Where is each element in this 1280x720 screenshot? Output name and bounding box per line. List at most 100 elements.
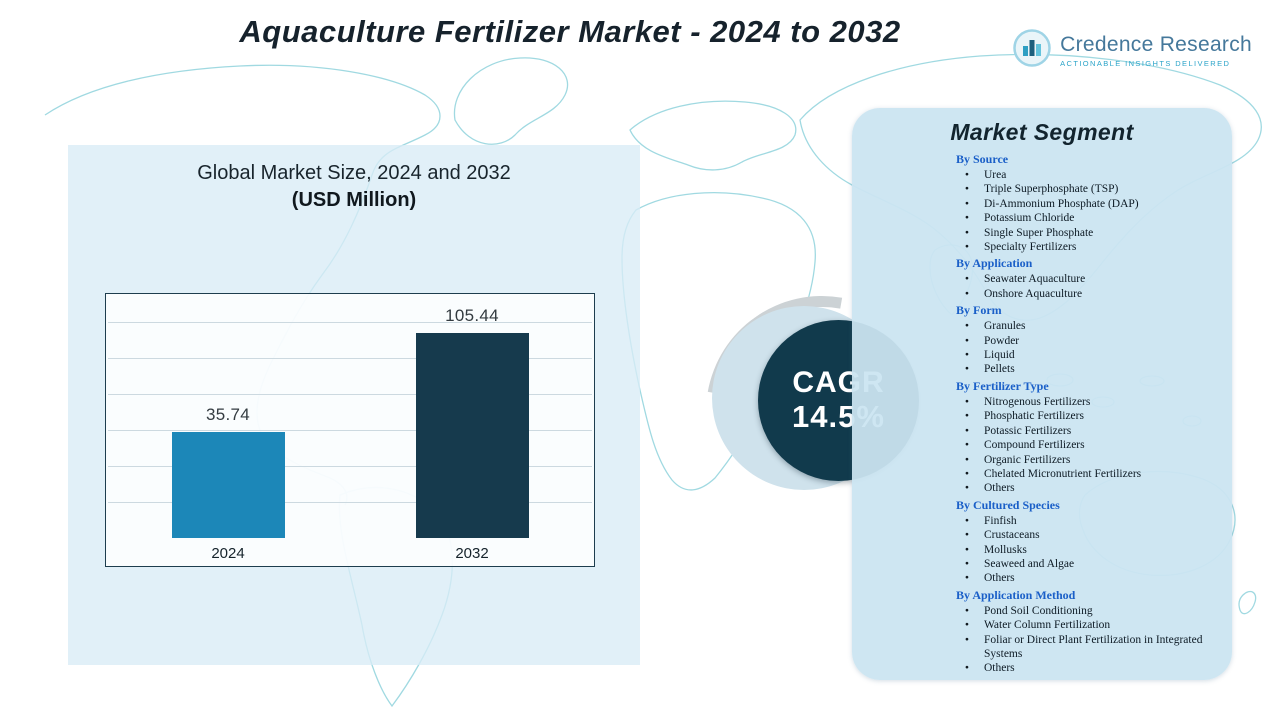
bullet-icon: ● — [965, 185, 969, 193]
bullet-icon: ● — [965, 664, 969, 672]
bullet-icon: ● — [965, 243, 969, 251]
segment-item-label: Nitrogenous Fertilizers — [984, 395, 1091, 408]
segment-item-label: Onshore Aquaculture — [984, 287, 1083, 300]
segment-item: ● Liquid — [956, 348, 1220, 362]
segment-item: ● Compound Fertilizers — [956, 438, 1220, 452]
segment-item: ● Potassic Fertilizers — [956, 424, 1220, 438]
bar-group: 35.74 2024 — [171, 294, 285, 566]
chart-subtitle: Global Market Size, 2024 and 2032 — [197, 162, 511, 184]
segment-item: ● Pond Soil Conditioning — [956, 604, 1220, 618]
gridline — [108, 430, 592, 431]
segment-item-label: Single Super Phosphate — [984, 226, 1094, 239]
segment-item: ● Chelated Micronutrient Fertilizers — [956, 467, 1220, 481]
segment-item-label: Phosphatic Fertilizers — [984, 410, 1084, 423]
page-title: Aquaculture Fertilizer Market - 2024 to … — [239, 14, 901, 49]
bar — [415, 333, 529, 538]
map-greenland — [453, 57, 569, 145]
segment-item-label: Finfish — [984, 514, 1017, 527]
gridline — [108, 466, 592, 467]
segment-item-label: Others — [984, 482, 1015, 495]
segment-group-heading: By Form — [956, 303, 1002, 318]
segment-item-label: Specialty Fertilizers — [984, 241, 1077, 254]
segment-item: ● Single Super Phosphate — [956, 226, 1220, 240]
bullet-icon: ● — [965, 516, 969, 524]
bullet-icon: ● — [965, 574, 969, 582]
bar — [171, 432, 285, 538]
segment-item-label: Water Column Fertilization — [984, 619, 1111, 632]
segment-item: ● Triple Superphosphate (TSP) — [956, 182, 1220, 196]
segment-item: ● Foliar or Direct Plant Fertilization in… — [956, 633, 1220, 662]
segment-item: ● Powder — [956, 334, 1220, 348]
bullet-icon: ● — [965, 559, 969, 567]
segment-item-label: Pellets — [984, 363, 1015, 376]
segment-item: ● Finfish — [956, 514, 1220, 528]
segment-group: By Form ● Granules ● Powder ● Liquid ● Pellets — [956, 303, 1220, 377]
segment-item-label: Di-Ammonium Phosphate (DAP) — [984, 197, 1139, 210]
segment-item-label: Granules — [984, 320, 1026, 333]
bullet-icon: ● — [965, 228, 969, 236]
segment-item-label: Triple Superphosphate (TSP) — [984, 183, 1119, 196]
bullet-icon: ● — [965, 199, 969, 207]
segment-item-label: Mollusks — [984, 543, 1027, 556]
bullet-icon: ● — [965, 275, 969, 283]
bar-value-label: 105.44 — [445, 306, 499, 325]
segment-groups: By Source ● Urea ● Triple Superphosphate (T… — [852, 146, 1232, 676]
segment-item-label: Liquid — [984, 349, 1015, 362]
bullet-icon: ● — [965, 469, 969, 477]
bullet-icon: ● — [965, 426, 969, 434]
segment-item: ● Others — [956, 571, 1220, 585]
bullet-icon: ● — [965, 545, 969, 553]
bullet-icon: ● — [965, 336, 969, 344]
credence-logo-icon — [1012, 28, 1052, 73]
gridline — [108, 358, 592, 359]
segment-group: By Source ● Urea ● Triple Superphosphate (T… — [956, 152, 1220, 254]
segment-items: ● Seawater Aquaculture ● Onshore Aquacultur… — [956, 272, 1220, 301]
segment-item: ● Urea — [956, 168, 1220, 182]
bullet-icon: ● — [965, 441, 969, 449]
segment-item-label: Crustaceans — [984, 529, 1040, 542]
bullet-icon: ● — [965, 484, 969, 492]
brand-tagline: Actionable Insights Delivered — [1060, 59, 1231, 68]
segment-group-heading: By Source — [956, 152, 1009, 166]
segment-group-heading: By Application Method — [956, 587, 1076, 602]
bullet-icon: ● — [965, 621, 969, 629]
bar-value-label: 35.74 — [205, 405, 251, 424]
market-size-panel: Global Market Size, 2024 and 2032 (USD M… — [68, 145, 640, 665]
bar-category-label: 2032 — [455, 544, 489, 562]
segment-item: ● Others — [956, 481, 1220, 495]
segment-item-label: Chelated Micronutrient Fertilizers — [984, 467, 1142, 480]
map-europe — [629, 100, 797, 171]
segment-items: ● Finfish ● Crustaceans ● Mollusks ● Seaweed an… — [956, 514, 1220, 586]
segment-item-label: Powder — [984, 334, 1020, 347]
brand-logo: Credence Research Actionable Insights De… — [1012, 28, 1252, 73]
segment-panel-title: Market Segment — [950, 119, 1134, 145]
segment-item: ● Granules — [956, 319, 1220, 333]
gridline — [108, 394, 592, 395]
segment-item-label: Organic Fertilizers — [984, 453, 1071, 466]
bullet-icon: ● — [965, 351, 969, 359]
bar-plot: 35.74 2024 105.44 2032 — [106, 294, 594, 566]
segment-item: ● Seaweed and Algae — [956, 557, 1220, 571]
segment-items: ● Urea ● Triple Superphosphate (TSP) ● Di-Amm… — [956, 168, 1220, 254]
bullet-icon: ● — [965, 606, 969, 614]
segment-items: ● Granules ● Powder ● Liquid ● Pellets — [956, 319, 1220, 377]
segment-item-label: Urea — [984, 169, 1007, 181]
bar-category-label: 2024 — [211, 544, 245, 562]
bullet-icon: ● — [965, 531, 969, 539]
segment-item-label: Potassium Chloride — [984, 212, 1075, 225]
bullet-icon: ● — [965, 455, 969, 463]
segment-item-label: Foliar or Direct Plant Fertilization in … — [984, 633, 1203, 660]
segment-item: ● Mollusks — [956, 543, 1220, 557]
bullet-icon: ● — [965, 397, 969, 405]
bar-group: 105.44 2032 — [415, 294, 529, 566]
bullet-icon: ● — [965, 322, 969, 330]
bullet-icon: ● — [965, 412, 969, 420]
segment-item: ● Di-Ammonium Phosphate (DAP) — [956, 197, 1220, 211]
bar-chart: 35.74 2024 105.44 2032 — [105, 293, 595, 567]
segment-item: ● Nitrogenous Fertilizers — [956, 395, 1220, 409]
segment-item: ● Phosphatic Fertilizers — [956, 409, 1220, 423]
segment-item: ● Seawater Aquaculture — [956, 272, 1220, 286]
segment-item: ● Organic Fertilizers — [956, 453, 1220, 467]
segment-item-label: Pond Soil Conditioning — [984, 604, 1093, 617]
